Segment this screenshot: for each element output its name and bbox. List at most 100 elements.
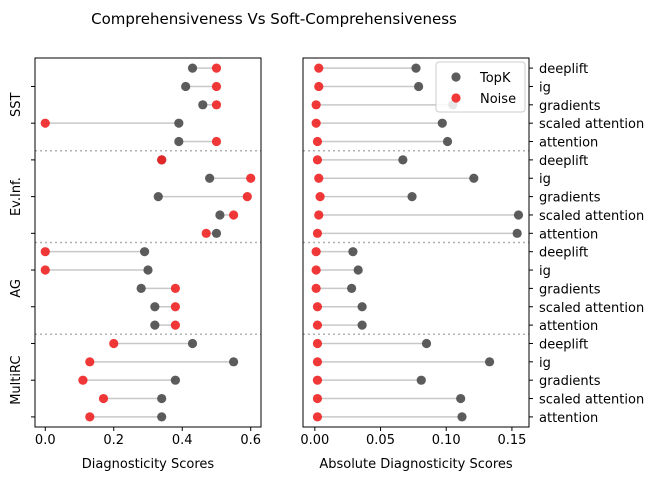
x-tick-label: 0.6 [240,433,261,448]
topk-point [416,375,426,385]
noise-point [311,118,321,128]
topk-point [457,412,467,422]
x-tick-label: 0.4 [172,433,193,448]
topk-point [157,412,167,422]
topk-point [348,247,358,257]
legend-noise-marker [451,93,461,103]
method-label: attention [539,319,598,334]
topk-point [437,118,447,128]
legend-label: TopK [479,71,511,86]
method-label: attention [539,136,598,151]
method-label: scaled attention [539,301,644,316]
noise-point [170,320,180,330]
method-label: attention [539,411,598,426]
noise-point [314,81,324,92]
legend-topk-marker [451,72,461,82]
topk-point [347,283,357,293]
method-label: gradients [539,282,601,297]
noise-point [170,302,180,312]
topk-point [357,320,367,330]
left-panel: 0.0 0.2 0.4 0.6 Diagnosticity Scores SST Ev.In… [9,57,262,472]
noise-point [242,192,252,202]
topk-point [181,81,191,92]
topk-point [442,136,453,147]
method-label: ig [539,356,551,371]
noise-point [211,81,222,92]
topk-point [187,338,198,349]
topk-point [211,228,222,238]
noise-point [312,393,323,404]
noise-point [246,173,256,183]
method-label: scaled attention [539,117,644,132]
group-label: Ev.Inf. [9,177,24,216]
noise-point [229,210,239,220]
right-panel: 0.00 0.05 0.10 0.15 Absolute Diagnosticity S… [300,57,644,472]
noise-point [170,283,180,293]
chart-title: Comprehensiveness Vs Soft-Comprehensiven… [91,10,457,28]
topk-point [411,63,421,73]
method-label: ig [539,80,551,95]
noise-point [311,265,321,275]
x-tick-label: 0.15 [497,433,526,448]
method-label: ig [539,264,551,279]
noise-point [312,155,323,165]
noise-point [311,283,321,293]
x-tick-label: 0.05 [366,433,395,448]
noise-point [312,302,323,312]
topk-point [136,283,146,293]
noise-point [312,228,323,238]
topk-point [187,63,198,73]
noise-point [85,412,95,422]
noise-point [312,412,323,422]
topk-point [143,265,153,275]
topk-point [353,265,363,275]
axes-frame [302,57,530,428]
topk-point [157,393,167,404]
topk-point [170,375,180,385]
noise-point [311,100,321,110]
noise-point [315,192,325,202]
noise-point [157,155,167,165]
noise-point [312,136,323,147]
topk-point [150,302,160,312]
topk-point [414,81,424,92]
method-label: scaled attention [539,209,644,224]
noise-point [40,247,50,257]
noise-point [314,210,324,220]
topk-point [456,393,466,404]
noise-point [211,63,222,73]
topk-point [198,100,208,110]
method-label: deeplift [539,246,588,261]
topk-point [407,192,417,202]
method-label: scaled attention [539,393,644,408]
topk-point [215,210,225,220]
group-label: MultiRC [9,356,24,405]
noise-point [312,338,323,349]
topk-point [139,247,150,257]
method-label: ig [539,172,551,187]
topk-point [512,228,522,238]
noise-point [85,357,95,367]
noise-point [312,375,323,385]
noise-point [211,136,222,147]
topk-point [153,192,163,202]
x-axis-label: Diagnosticity Scores [82,457,215,472]
x-tick-label: 0.2 [103,433,124,448]
group-label: AG [9,279,24,298]
topk-point [229,357,239,367]
topk-point [421,338,432,349]
noise-point [312,357,323,367]
noise-point [314,63,324,73]
noise-point [40,265,50,275]
topk-point [205,173,215,183]
noise-point [314,173,324,183]
topk-point [398,155,408,165]
method-label: deeplift [539,62,588,77]
method-label: attention [539,227,598,242]
topk-point [469,173,479,183]
axes-frame [34,57,262,428]
noise-point [312,320,323,330]
method-label: gradients [539,191,601,206]
noise-point [109,338,119,349]
